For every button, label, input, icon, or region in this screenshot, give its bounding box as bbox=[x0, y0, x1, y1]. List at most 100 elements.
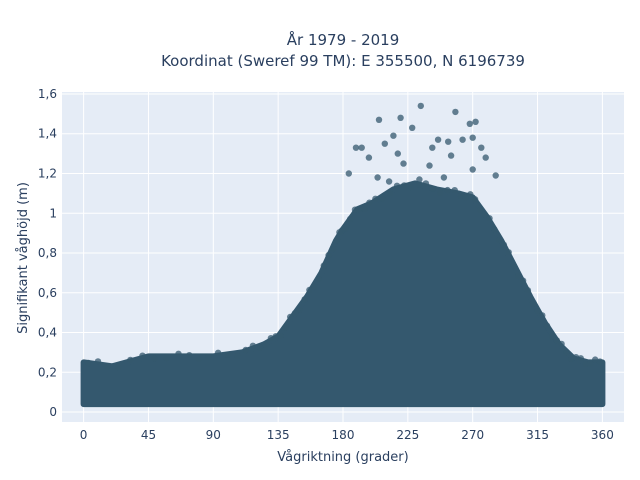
scatter-point bbox=[224, 351, 231, 358]
y-tick-label: 1,2 bbox=[38, 167, 57, 181]
x-tick-label: 0 bbox=[80, 428, 88, 442]
scatter-point bbox=[315, 276, 323, 283]
y-tick-label: 1,6 bbox=[38, 87, 57, 101]
scatter-point bbox=[510, 262, 517, 269]
scatter-point bbox=[104, 363, 111, 370]
scatter-point bbox=[151, 355, 158, 362]
scatter-point bbox=[214, 349, 222, 356]
scatter-point bbox=[553, 337, 560, 344]
scatter-point bbox=[505, 249, 512, 256]
scatter-point bbox=[356, 206, 363, 213]
scatter-point bbox=[582, 360, 589, 368]
scatter-point bbox=[347, 215, 354, 223]
chart-title-line-1: År 1979 - 2019 bbox=[287, 30, 400, 49]
scatter-point bbox=[333, 237, 341, 244]
x-ticks: 0 45 90 135 180 225 270 315 360 bbox=[80, 428, 614, 442]
scatter-point bbox=[572, 354, 580, 361]
scatter-point bbox=[381, 140, 388, 147]
x-tick-label: 180 bbox=[332, 428, 355, 442]
scatter-point bbox=[444, 186, 451, 194]
scatter-point bbox=[277, 332, 284, 340]
y-tick-label: 0,6 bbox=[38, 286, 57, 300]
scatter-point bbox=[366, 199, 373, 206]
scatter-point bbox=[139, 352, 146, 359]
scatter-point bbox=[543, 322, 551, 330]
scatter-point bbox=[524, 287, 532, 294]
scatter-point bbox=[374, 174, 381, 181]
scatter-point bbox=[287, 313, 294, 321]
scatter-point bbox=[471, 196, 479, 203]
scatter-point bbox=[429, 185, 437, 193]
scatter-point bbox=[186, 352, 193, 359]
x-tick-label: 360 bbox=[591, 428, 614, 442]
x-tick-label: 45 bbox=[141, 428, 156, 442]
y-tick-label: 0,2 bbox=[38, 365, 57, 379]
x-axis-title: Vågriktning (grader) bbox=[277, 450, 408, 465]
scatter-point bbox=[422, 180, 430, 187]
scatter-point bbox=[393, 182, 401, 189]
scatter-point bbox=[447, 152, 455, 159]
chart-title-line-2: Koordinat (Sweref 99 TM): E 355500, N 61… bbox=[161, 52, 525, 70]
scatter-point bbox=[415, 181, 422, 188]
scatter-point bbox=[195, 356, 203, 363]
scatter-point bbox=[85, 359, 92, 367]
scatter-point bbox=[457, 192, 464, 200]
scatter-point bbox=[472, 118, 479, 126]
scatter-point bbox=[426, 162, 433, 169]
scatter-point bbox=[409, 124, 416, 131]
scatter-point bbox=[592, 356, 599, 363]
scatter-point bbox=[445, 138, 452, 145]
scatter-point bbox=[478, 144, 485, 151]
scatter-point bbox=[417, 102, 424, 110]
scatter-point bbox=[175, 350, 182, 357]
scatter-point bbox=[394, 150, 401, 157]
scatter-point bbox=[320, 262, 327, 269]
scatter-point bbox=[306, 286, 313, 294]
scatter-point bbox=[568, 355, 575, 362]
scatter-point bbox=[282, 324, 289, 331]
x-tick-label: 315 bbox=[526, 428, 549, 442]
scatter-point bbox=[249, 342, 257, 349]
scatter-point bbox=[330, 245, 337, 253]
scatter-point bbox=[234, 352, 241, 360]
scatter-point bbox=[459, 136, 466, 143]
scatter-point bbox=[345, 170, 352, 177]
x-tick-label: 270 bbox=[461, 428, 484, 442]
scatter-point bbox=[416, 176, 423, 183]
scatter-point bbox=[548, 333, 556, 340]
y-tick-label: 1 bbox=[49, 206, 57, 220]
scatter-point bbox=[358, 144, 365, 151]
scatter-point bbox=[365, 154, 373, 161]
scatter-point bbox=[390, 132, 397, 139]
scatter-point bbox=[242, 346, 249, 354]
scatter-point bbox=[325, 251, 332, 259]
scatter-point bbox=[352, 144, 360, 151]
scatter-point bbox=[577, 355, 584, 362]
scatter-point bbox=[291, 310, 299, 317]
scatter-point bbox=[115, 364, 122, 371]
scatter-point bbox=[519, 277, 527, 284]
scatter-outliers bbox=[345, 102, 499, 185]
scatter-point bbox=[563, 349, 570, 356]
scatter-point bbox=[205, 353, 212, 360]
scatter-point bbox=[469, 166, 476, 173]
scatter-point bbox=[437, 189, 444, 197]
y-ticks: 0 0,2 0,4 0,6 0,8 1 1,2 1,4 1,6 bbox=[38, 87, 57, 419]
scatter-point bbox=[267, 335, 275, 342]
scatter-point bbox=[466, 120, 473, 128]
scatter-point bbox=[272, 333, 279, 340]
scatter-cloud bbox=[80, 180, 606, 408]
scatter-point bbox=[311, 283, 318, 290]
scatter-point bbox=[379, 195, 386, 202]
scatter-point bbox=[486, 215, 493, 222]
scatter-point bbox=[429, 144, 436, 151]
scatter-point bbox=[94, 358, 102, 365]
scatter-point bbox=[596, 358, 604, 365]
scatter-point bbox=[408, 184, 415, 191]
y-tick-label: 0,4 bbox=[38, 326, 57, 340]
scatter-point bbox=[469, 134, 476, 141]
scatter-point bbox=[342, 225, 349, 232]
scatter-point bbox=[351, 206, 359, 213]
scatter-point bbox=[397, 114, 404, 122]
scatter-point bbox=[440, 174, 448, 181]
